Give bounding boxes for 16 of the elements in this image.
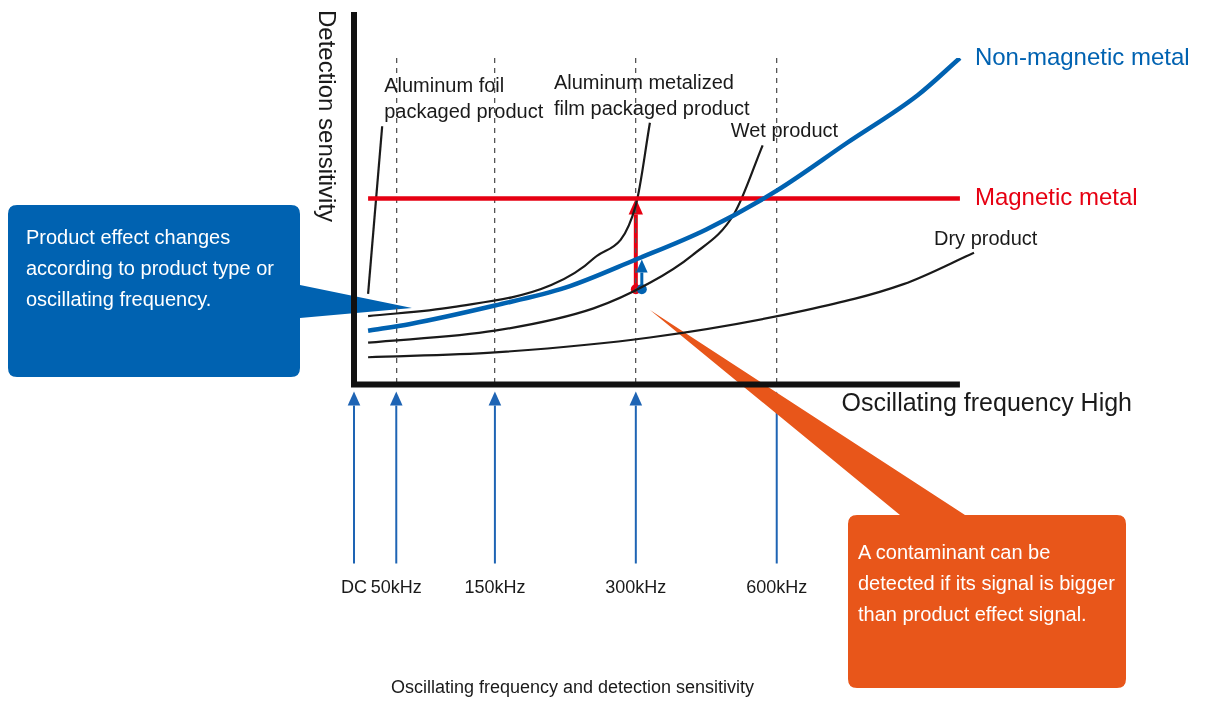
- y-axis-title: Detection sensitivity: [314, 10, 342, 223]
- text: A contaminant can be detected if its signal is bigger than product effect signal.: [858, 540, 1116, 627]
- text: Oscillating frequency and detection sensitivity: [389, 677, 756, 698]
- x-axis-title: Oscillating frequency High: [841, 388, 1132, 417]
- x-tick-label: 300kHz: [605, 577, 667, 598]
- series-label: Wet product: [730, 119, 839, 142]
- series-label: Aluminum foil packaged product: [384, 74, 544, 123]
- series-label: Dry product: [934, 226, 1038, 249]
- series-label: Non-magnetic metal: [974, 42, 1190, 70]
- text: Product effect changes according to product type or oscillating frequency.: [26, 225, 275, 312]
- series-label: Aluminum metalized film packaged product: [553, 70, 751, 119]
- series-label: Magnetic metal: [974, 183, 1138, 211]
- x-tick-label: 150kHz: [464, 577, 526, 598]
- x-tick-label: DC: [341, 577, 367, 598]
- x-tick-label: 600kHz: [746, 577, 808, 598]
- x-tick-label: 50kHz: [370, 577, 422, 598]
